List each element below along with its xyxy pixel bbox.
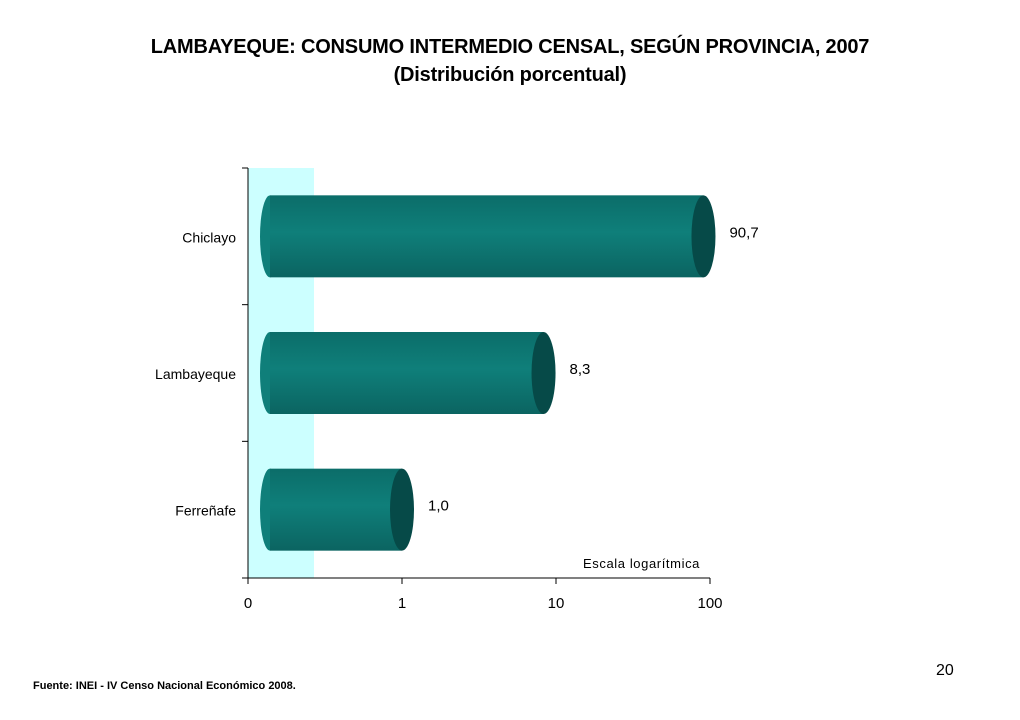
bar-body: [270, 195, 704, 278]
x-tick-label: 100: [697, 595, 722, 612]
data-label: 90,7: [729, 224, 758, 241]
bar-end-cap: [531, 332, 556, 414]
page-number: 20: [936, 662, 954, 679]
x-tick-label: 0: [244, 595, 252, 612]
x-tick-label: 10: [548, 595, 565, 612]
log-scale-annotation: Escala logarítmica: [583, 556, 700, 571]
source-note: Fuente: INEI - IV Censo Nacional Económi…: [33, 680, 296, 692]
bar-end-cap: [691, 195, 716, 278]
category-label: Chiclayo: [182, 229, 236, 245]
data-label: 1,0: [428, 498, 449, 515]
bar-body: [270, 332, 544, 414]
category-label: Lambayeque: [155, 366, 236, 382]
chart-title: LAMBAYEQUE: CONSUMO INTERMEDIO CENSAL, S…: [150, 36, 870, 58]
data-label: 8,3: [570, 361, 591, 378]
x-tick-label: 1: [398, 595, 406, 612]
bar-end-cap: [390, 468, 414, 551]
chart-subtitle: (Distribución porcentual): [393, 64, 627, 86]
bar-body: [270, 468, 402, 551]
chart-title-block: LAMBAYEQUE: CONSUMO INTERMEDIO CENSAL, S…: [0, 33, 1020, 89]
category-label: Ferreñafe: [175, 503, 236, 519]
